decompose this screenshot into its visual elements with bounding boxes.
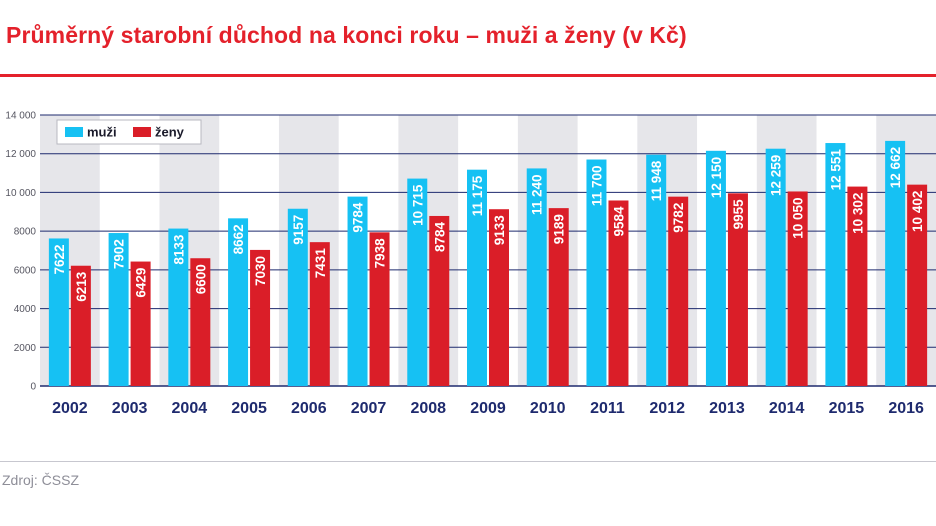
bar-value-label: 11 240 (530, 174, 545, 215)
x-tick-label: 2007 (351, 400, 387, 417)
x-tick-label: 2009 (470, 400, 506, 417)
source-note: Zdroj: ČSSZ (2, 472, 80, 488)
bar-zeny (668, 196, 689, 386)
bar-zeny (429, 215, 450, 386)
bar-value-label: 9584 (611, 206, 626, 237)
bar-value-label: 11 948 (649, 160, 664, 201)
bar-value-label: 7622 (52, 244, 67, 274)
bar-value-label: 6213 (74, 271, 89, 302)
bar-muzi (48, 238, 69, 386)
x-tick-label: 2011 (590, 400, 625, 417)
bar-muzi (646, 154, 667, 386)
x-tick-label: 2010 (530, 400, 566, 417)
bar-muzi (168, 228, 189, 386)
x-tick-label: 2004 (172, 400, 208, 417)
bar-muzi (228, 218, 249, 386)
bar-muzi (586, 159, 607, 386)
bar-value-label: 11 700 (589, 166, 604, 207)
legend-label: ženy (155, 125, 185, 140)
y-tick-label: 6000 (14, 265, 37, 276)
bar-zeny (489, 209, 509, 386)
bar-value-label: 6600 (193, 264, 208, 294)
bar-value-label: 12 551 (828, 149, 843, 191)
bar-muzi (467, 169, 487, 386)
chart-title: Průměrný starobní důchod na konci roku –… (6, 22, 687, 48)
bar-value-label: 9133 (492, 215, 507, 246)
bar-value-label: 9189 (552, 214, 567, 244)
bar-value-label: 8133 (171, 234, 186, 265)
bar-chart: 0 2000 4000 6000 8000 10 000 12 000 14 000 7622 6… (5, 111, 936, 417)
bar-value-label: 12 150 (709, 157, 724, 198)
bar-value-label: 8662 (231, 224, 246, 254)
bar-value-label: 7431 (313, 248, 328, 279)
x-tick-label: 2003 (112, 400, 148, 417)
bar-value-label: 6429 (134, 268, 149, 298)
bar-value-label: 12 662 (888, 147, 903, 188)
x-tick-label: 2002 (52, 400, 88, 417)
y-tick-label: 2000 (14, 343, 37, 354)
x-tick-label: 2014 (769, 400, 805, 417)
x-tick-label: 2008 (410, 400, 446, 417)
bar-value-label: 9784 (351, 202, 366, 233)
footer-divider (0, 461, 936, 462)
bar-muzi (287, 208, 308, 386)
bar-value-label: 7030 (253, 256, 268, 286)
bar-zeny (369, 232, 390, 386)
y-tick-label: 10 000 (5, 188, 36, 199)
bar-value-label: 9157 (291, 215, 306, 245)
bar-zeny (190, 258, 211, 386)
bar-zeny (70, 265, 91, 386)
y-tick-label: 8000 (14, 227, 37, 238)
legend-swatch (133, 127, 151, 137)
bar-zeny (727, 193, 748, 386)
bar-value-label: 12 259 (769, 155, 784, 196)
y-tick-label: 4000 (14, 304, 37, 315)
bar-value-label: 7938 (373, 238, 388, 269)
bar-value-label: 7902 (112, 239, 127, 269)
y-tick-label: 12 000 (5, 149, 36, 160)
bar-zeny (548, 208, 569, 386)
bar-muzi (765, 148, 786, 386)
bar-zeny (608, 200, 629, 386)
bar-zeny (250, 249, 271, 386)
bar-zeny (309, 242, 330, 386)
x-tick-label: 2012 (649, 400, 685, 417)
bar-muzi (825, 143, 846, 386)
bar-zeny (130, 261, 151, 386)
x-tick-label: 2015 (829, 400, 865, 417)
bar-value-label: 10 715 (410, 184, 425, 226)
title-divider (0, 74, 936, 77)
bar-muzi (407, 178, 428, 386)
bar-value-label: 9782 (671, 203, 686, 233)
x-tick-label: 2013 (709, 400, 745, 417)
bar-zeny (847, 186, 868, 386)
y-tick-label: 0 (30, 382, 36, 393)
bar-muzi (526, 168, 547, 386)
x-tick-label: 2005 (231, 400, 267, 417)
x-tick-label: 2006 (291, 400, 327, 417)
bar-muzi (705, 150, 726, 386)
bar-value-label: 10 302 (850, 193, 865, 234)
bar-zeny (907, 184, 928, 386)
bar-muzi (108, 233, 129, 386)
bar-zeny (787, 191, 808, 386)
bar-value-label: 9955 (731, 199, 746, 230)
bar-value-label: 11 175 (470, 175, 485, 216)
x-tick-label: 2016 (888, 400, 924, 417)
bar-muzi (885, 140, 906, 386)
bar-muzi (347, 196, 368, 386)
legend-label: muži (87, 125, 117, 140)
bar-value-label: 8784 (432, 221, 447, 252)
legend-swatch (65, 127, 83, 137)
bar-value-label: 10 402 (910, 191, 925, 232)
y-tick-label: 14 000 (5, 111, 36, 122)
bar-value-label: 10 050 (791, 197, 806, 238)
